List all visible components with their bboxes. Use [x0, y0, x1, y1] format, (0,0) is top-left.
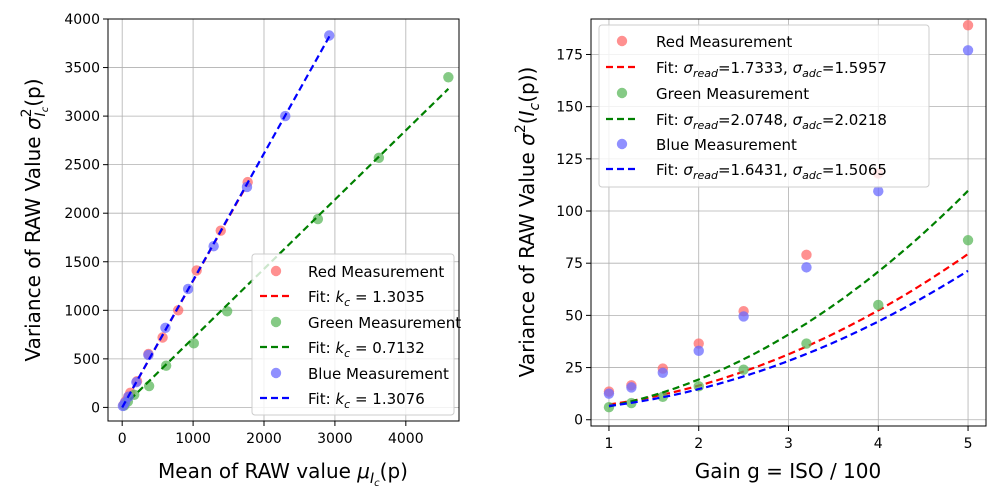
y-axis-label-right: Variance of RAW Value σ2(Ic(p)) — [513, 67, 543, 378]
chart-left: 0 1000 2000 3000 4000 0 500 1000 1500 2000 2500 300… — [19, 12, 461, 489]
legend-entry-red-measurement-right: Red Measurement — [656, 33, 792, 51]
x-tick-label: 3 — [784, 436, 793, 452]
y-tick-label: 0 — [574, 413, 583, 429]
legend-entry-red-measurement: Red Measurement — [308, 263, 444, 281]
green-measurement-point — [738, 364, 749, 375]
ticks-left: 0 1000 2000 3000 4000 0 500 1000 1500 2000 2500 300… — [64, 12, 423, 447]
blue-measurement-point — [873, 185, 884, 197]
blue-measurement-point — [738, 311, 749, 322]
y-tick-label: 500 — [73, 352, 100, 368]
x-axis-label-right: Gain g = ISO / 100 — [695, 459, 881, 483]
y-tick-label: 1500 — [64, 255, 100, 271]
y-tick-label: 0 — [91, 400, 100, 416]
legend-marker-point — [616, 138, 628, 150]
blue-measurement-point — [962, 45, 974, 56]
green-measurement-point — [443, 72, 454, 83]
legend-marker-point — [616, 35, 628, 47]
legend-marker-point — [270, 265, 282, 277]
legend-marker-point — [270, 316, 282, 328]
green-measurement-point — [221, 306, 233, 317]
y-tick-label: 3500 — [64, 61, 100, 77]
green-measurement-point — [603, 402, 615, 413]
red-measurement-point — [962, 20, 974, 31]
blue-measurement-point — [626, 382, 637, 393]
y-tick-label: 3000 — [64, 109, 100, 125]
legend-entry-blue-fit-right: Fit: σread=1.6431, σadc=1.5065 — [656, 161, 887, 182]
green-measurement-point — [962, 235, 974, 246]
legend-entry-red-fit-right: Fit: σread=1.7333, σadc=1.5957 — [656, 59, 887, 80]
x-tick-label: 3000 — [317, 431, 353, 447]
blue-measurement-point — [801, 262, 812, 273]
y-tick-label: 100 — [556, 204, 583, 220]
x-tick-label: 4000 — [388, 431, 424, 447]
legend-entry-blue-measurement-right: Blue Measurement — [656, 136, 797, 154]
legend-left: Red Measurement Fit: kc = 1.3035 Green M… — [251, 253, 461, 416]
legend-marker-point — [270, 367, 282, 379]
green-measurement-point — [657, 391, 669, 402]
plot-area-left — [117, 30, 454, 412]
x-tick-label: 2000 — [246, 431, 282, 447]
x-axis-label-left: Mean of RAW value μIc(p) — [158, 459, 408, 489]
blue-fit-line — [121, 34, 331, 408]
y-tick-label: 2000 — [64, 206, 100, 222]
green-measurement-point — [801, 338, 812, 349]
legend-box-left — [251, 253, 455, 416]
x-tick-label: 5 — [964, 436, 973, 452]
axes-frame-left — [107, 18, 460, 422]
y-tick-label: 175 — [556, 47, 583, 63]
x-tick-label: 0 — [118, 431, 127, 447]
green-fit-curve — [608, 190, 969, 408]
green-fit-line — [121, 88, 450, 409]
blue-fit-curve — [608, 269, 969, 408]
y-tick-label: 150 — [556, 100, 583, 116]
legend-entry-green-measurement-right: Green Measurement — [656, 85, 809, 103]
x-tick-label: 4 — [874, 436, 883, 452]
red-fit-curve — [608, 253, 969, 406]
blue-measurement-point — [324, 30, 335, 41]
y-tick-label: 75 — [565, 256, 583, 272]
y-tick-label: 125 — [556, 152, 583, 168]
legend-box-right — [598, 24, 930, 188]
y-tick-label: 25 — [565, 361, 583, 377]
x-tick-label: 1000 — [175, 431, 211, 447]
legend-entry-green-measurement: Green Measurement — [308, 314, 461, 332]
x-tick-label: 2 — [694, 436, 703, 452]
green-measurement-point — [312, 213, 324, 225]
legend-marker-point — [616, 87, 628, 99]
y-tick-label: 1000 — [64, 303, 100, 319]
x-tick-label: 1 — [604, 436, 613, 452]
y-tick-label: 4000 — [64, 12, 100, 28]
blue-measurement-point — [693, 345, 704, 357]
green-measurement-point — [873, 299, 884, 311]
legend-markers-right — [606, 35, 638, 171]
y-tick-label: 2500 — [64, 158, 100, 174]
blue-measurement-point — [657, 367, 669, 378]
green-measurement-point — [188, 338, 199, 349]
y-axis-label-left: Variance of RAW Value σ2Ic(p) — [19, 78, 51, 361]
legend-entry-blue-fit: Fit: kc = 1.3076 — [308, 390, 425, 411]
legend-entry-green-fit-right: Fit: σread=2.0748, σadc=2.0218 — [656, 111, 887, 132]
legend-right: Red Measurement Fit: σread=1.7333, σadc=… — [598, 24, 930, 188]
red-measurement-point — [173, 305, 184, 316]
red-measurement-point — [693, 338, 704, 349]
plot-area-right — [603, 20, 974, 413]
legend-markers-left — [260, 265, 292, 400]
blue-measurement-point — [241, 181, 253, 193]
blue-measurement-point — [603, 388, 615, 399]
legend-entry-green-fit: Fit: kc = 0.7132 — [308, 339, 425, 360]
legend-entry-red-fit: Fit: kc = 1.3035 — [308, 288, 425, 309]
red-measurement-point — [801, 249, 812, 261]
y-tick-label: 50 — [565, 308, 583, 324]
legend-entry-blue-measurement: Blue Measurement — [308, 365, 449, 383]
